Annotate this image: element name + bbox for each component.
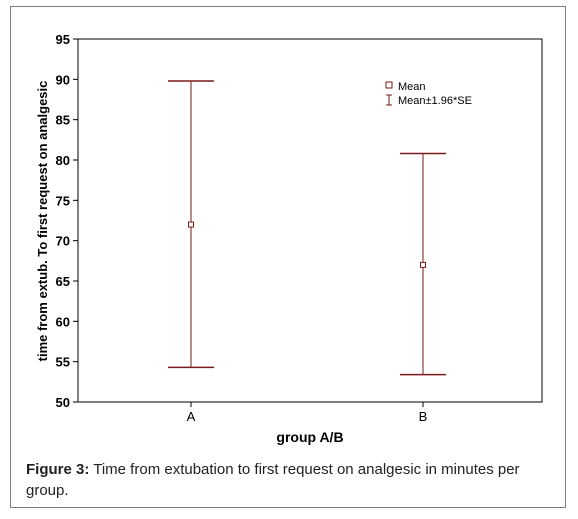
y-tick-label: 85: [56, 113, 70, 128]
y-tick-label: 65: [56, 274, 70, 289]
y-tick-label: 75: [56, 193, 70, 208]
y-tick-label: 90: [56, 72, 70, 87]
y-tick-label: 95: [56, 32, 70, 47]
plot-area: [77, 38, 543, 403]
figure-caption: Figure 3: Time from extubation to first …: [26, 459, 556, 501]
y-tick-label: 80: [56, 153, 70, 168]
error-bars: [168, 80, 446, 376]
mean-marker-A: [188, 221, 194, 228]
y-axis-label: time from extub. To first request on ana…: [35, 81, 50, 362]
caption-label: Figure 3:: [26, 461, 90, 478]
legend-mean-marker: [385, 81, 393, 89]
y-tick-label: 70: [56, 234, 70, 249]
legend: Mean Mean±1.96*SE: [385, 81, 472, 107]
y-tick-label: 60: [56, 314, 70, 329]
y-tick-label: 55: [56, 355, 70, 370]
x-tick-label: A: [187, 409, 196, 424]
legend-errorbar-label: Mean±1.96*SE: [398, 95, 472, 107]
x-tick-label: B: [419, 409, 428, 424]
y-axis: 50 55 60 65 70 75 80 85 90 95: [56, 32, 78, 410]
mean-marker-B: [420, 261, 426, 268]
y-tick-label: 50: [56, 395, 70, 410]
figure-frame: [10, 6, 566, 508]
x-axis-label: group A/B: [276, 429, 343, 445]
legend-mean-label: Mean: [398, 81, 426, 93]
caption-text: Time from extubation to first request on…: [26, 461, 520, 499]
